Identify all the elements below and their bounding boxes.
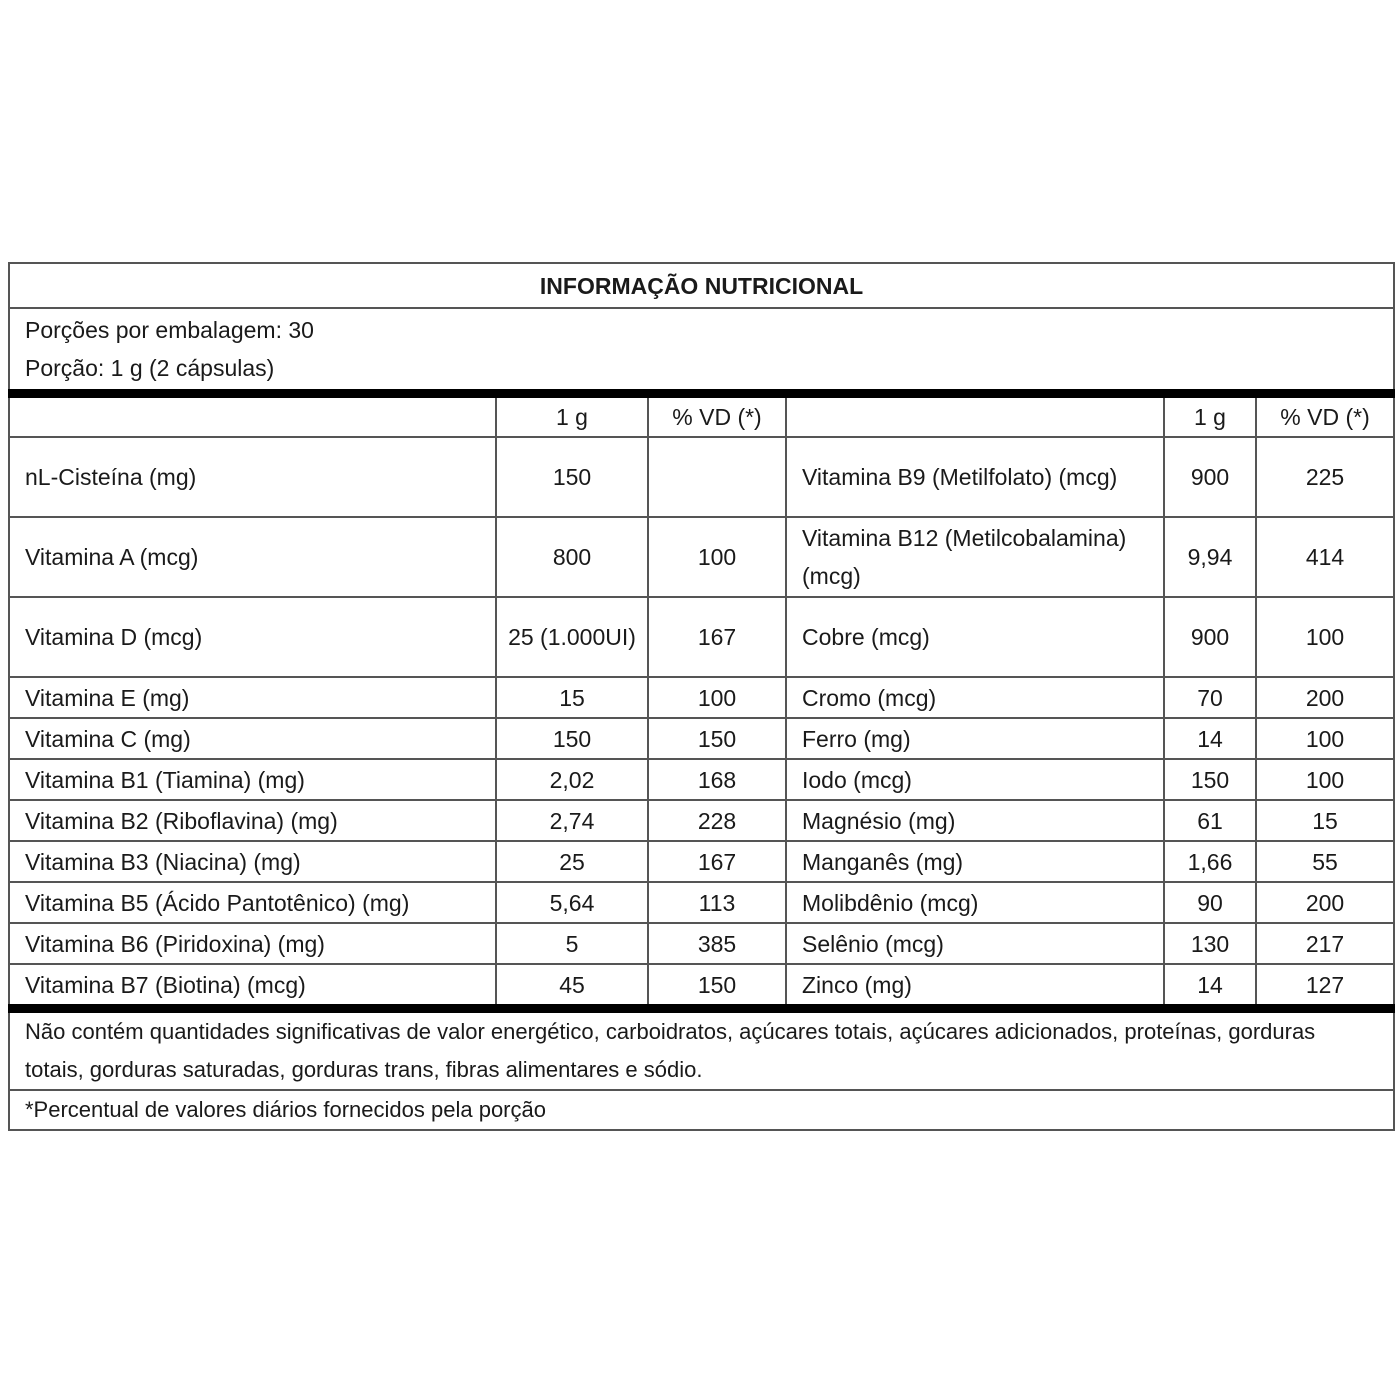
- nutrient-dv: 150: [647, 963, 787, 1010]
- nutrient-amount: 25 (1.000UI): [495, 596, 649, 678]
- header-blank: [785, 389, 1165, 438]
- nutrient-dv: 200: [1254, 881, 1396, 924]
- nutrient-amount: 2,02: [495, 758, 649, 801]
- footnote: *Percentual de valores diários fornecido…: [7, 1089, 1396, 1131]
- nutrient-amount: 25: [495, 840, 649, 883]
- header-blank: [8, 389, 497, 438]
- nutrient-amount: 15: [495, 676, 649, 719]
- nutrient-dv: 225: [1254, 436, 1396, 518]
- serving-size: Porção: 1 g (2 cápsulas): [25, 355, 275, 381]
- nutrient-name: Vitamina E (mg): [8, 676, 497, 719]
- nutrient-amount: 800: [495, 516, 649, 598]
- nutrient-amount: 900: [1163, 596, 1257, 678]
- nutrient-dv: 113: [647, 881, 787, 924]
- header-amount: 1 g: [495, 389, 649, 438]
- nutrient-name: Vitamina B1 (Tiamina) (mg): [8, 758, 497, 801]
- nutrient-row: Vitamina D (mcg) 25 (1.000UI) 167 Cobre (mc…: [8, 596, 1396, 678]
- nutrient-name: Vitamina B12 (Metilcobalamina) (mcg): [785, 516, 1165, 598]
- nutrient-name: Vitamina B2 (Riboflavina) (mg): [8, 799, 497, 842]
- nutrient-amount: 45: [495, 963, 649, 1010]
- servings-per-package: Porções por embalagem: 30: [25, 317, 314, 343]
- nutrient-dv: 100: [1254, 758, 1396, 801]
- nutrient-amount: 14: [1163, 717, 1257, 760]
- nutrient-dv: 100: [647, 676, 787, 719]
- nutrient-dv: 167: [647, 840, 787, 883]
- nutrient-name: Zinco (mg): [785, 963, 1165, 1010]
- table-title: INFORMAÇÃO NUTRICIONAL: [7, 262, 1396, 309]
- nutrient-row: Vitamina B7 (Biotina) (mcg) 45 150 Zinco (m…: [8, 963, 1396, 1010]
- nutrient-name: Manganês (mg): [785, 840, 1165, 883]
- nutrient-amount: 900: [1163, 436, 1257, 518]
- nutrient-dv: 217: [1254, 922, 1396, 965]
- nutrient-row: Vitamina E (mg) 15 100 Cromo (mcg) 70 200: [8, 676, 1396, 719]
- nutrient-row: Vitamina C (mg) 150 150 Ferro (mg) 14 100: [8, 717, 1396, 760]
- nutrient-dv: 100: [1254, 717, 1396, 760]
- nutrient-amount: 9,94: [1163, 516, 1257, 598]
- nutrient-name: Vitamina A (mcg): [8, 516, 497, 598]
- header-amount: 1 g: [1163, 389, 1257, 438]
- nutrient-row: Vitamina A (mcg) 800 100 Vitamina B12 (Meti…: [8, 516, 1396, 598]
- nutrient-amount: 150: [495, 717, 649, 760]
- nutrient-amount: 1,66: [1163, 840, 1257, 883]
- nutrient-name: Cobre (mcg): [785, 596, 1165, 678]
- nutrient-dv: 127: [1254, 963, 1396, 1010]
- nutrient-name: Molibdênio (mcg): [785, 881, 1165, 924]
- nutrient-row: Vitamina B3 (Niacina) (mg) 25 167 Manganês …: [8, 840, 1396, 883]
- nutrient-amount: 14: [1163, 963, 1257, 1010]
- nutrient-name: Vitamina B7 (Biotina) (mcg): [8, 963, 497, 1010]
- nutrient-amount: 5,64: [495, 881, 649, 924]
- nutrient-name: Vitamina B5 (Ácido Pantotênico) (mg): [8, 881, 497, 924]
- header-dv: % VD (*): [647, 389, 787, 438]
- nutrient-dv: 100: [1254, 596, 1396, 678]
- nutrition-facts-panel: INFORMAÇÃO NUTRICIONAL Porções por embal…: [7, 262, 1396, 1131]
- nutrient-amount: 150: [495, 436, 649, 518]
- nutrient-name: Vitamina C (mg): [8, 717, 497, 760]
- nutrient-name: Selênio (mcg): [785, 922, 1165, 965]
- nutrient-name: Vitamina B6 (Piridoxina) (mg): [8, 922, 497, 965]
- nutrient-name: Cromo (mcg): [785, 676, 1165, 719]
- nutrient-name: Ferro (mg): [785, 717, 1165, 760]
- nutrient-row: Vitamina B5 (Ácido Pantotênico) (mg) 5,64…: [8, 881, 1396, 924]
- nutrient-amount: 61: [1163, 799, 1257, 842]
- nutrient-row: Vitamina B1 (Tiamina) (mg) 2,02 168 Iodo (m…: [8, 758, 1396, 801]
- nutrient-row: nL-Cisteína (mg) 150 Vitamina B9 (Metilfol…: [8, 436, 1396, 518]
- nutrient-row: Vitamina B2 (Riboflavina) (mg) 2,74 228 Mag…: [8, 799, 1396, 842]
- nutrient-amount: 70: [1163, 676, 1257, 719]
- nutrient-amount: 90: [1163, 881, 1257, 924]
- nutrient-dv: 200: [1254, 676, 1396, 719]
- nutrient-dv: 228: [647, 799, 787, 842]
- nutrient-dv: 15: [1254, 799, 1396, 842]
- nutrient-name: Vitamina B9 (Metilfolato) (mcg): [785, 436, 1165, 518]
- nutrient-name: Magnésio (mg): [785, 799, 1165, 842]
- nutrient-dv: 55: [1254, 840, 1396, 883]
- nutrient-name: nL-Cisteína (mg): [8, 436, 497, 518]
- nutrient-dv: 385: [647, 922, 787, 965]
- nutrient-dv: 168: [647, 758, 787, 801]
- nutrient-dv: 150: [647, 717, 787, 760]
- nutrient-amount: 130: [1163, 922, 1257, 965]
- nutrient-name: Vitamina D (mcg): [8, 596, 497, 678]
- nutrition-table: INFORMAÇÃO NUTRICIONAL Porções por embal…: [7, 262, 1396, 1131]
- nutrient-name: Vitamina B3 (Niacina) (mg): [8, 840, 497, 883]
- serving-info: Porções por embalagem: 30 Porção: 1 g (2…: [7, 307, 1396, 395]
- notes-text: Não contém quantidades significativas de…: [7, 1004, 1396, 1091]
- column-header-row: 1 g % VD (*) 1 g % VD (*): [8, 389, 1396, 438]
- nutrient-dv: 100: [647, 516, 787, 598]
- nutrient-amount: 5: [495, 922, 649, 965]
- nutrient-amount: 2,74: [495, 799, 649, 842]
- nutrient-amount: 150: [1163, 758, 1257, 801]
- nutrient-dv: [647, 436, 787, 518]
- nutrient-dv: 414: [1254, 516, 1396, 598]
- nutrient-row: Vitamina B6 (Piridoxina) (mg) 5 385 Selênio…: [8, 922, 1396, 965]
- header-dv: % VD (*): [1254, 389, 1396, 438]
- nutrient-dv: 167: [647, 596, 787, 678]
- nutrient-name: Iodo (mcg): [785, 758, 1165, 801]
